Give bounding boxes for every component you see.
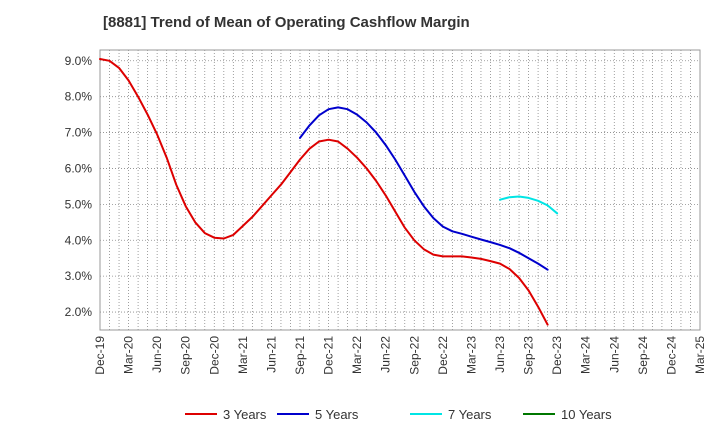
series-lines [99,58,559,326]
x-axis-ticks: Dec-19 Mar-20 Jun-20 Sep-20 Dec-20 Mar-21 Jun-… [93,336,707,375]
x-tick-label: Dec-22 [436,336,450,375]
legend-label: 5 Years [315,407,359,422]
x-tick-label: Dec-21 [322,336,336,375]
plot-frame [99,49,701,331]
chart-title: [8881] Trend of Mean of Operating Cashfl… [103,14,470,31]
x-tick-label: Mar-21 [236,336,250,374]
x-tick-label: Dec-19 [93,336,107,375]
y-tick-label: 2.0% [65,305,93,319]
legend-label: 7 Years [448,407,492,422]
x-tick-label: Mar-23 [464,336,478,374]
x-tick-label: Mar-22 [350,336,364,374]
y-tick-label: 7.0% [65,126,93,140]
legend-label: 10 Years [561,407,612,422]
y-axis-ticks: 2.0% 3.0% 4.0% 5.0% 6.0% 7.0% 8.0% 9.0% [65,54,93,319]
legend-label: 3 Years [223,407,267,422]
x-tick-label: Jun-22 [379,336,393,373]
series-line-5-years [299,106,549,271]
y-tick-label: 6.0% [65,161,93,175]
legend: 3 Years 5 Years 7 Years 10 Years [185,407,612,422]
series-line-3-years [99,58,549,326]
grid-lines [100,50,700,330]
x-tick-label: Mar-20 [122,336,136,374]
y-tick-label: 5.0% [65,197,93,211]
y-tick-label: 8.0% [65,90,93,104]
series-line-7-years [499,195,559,215]
x-tick-label: Sep-24 [636,336,650,375]
y-tick-label: 3.0% [65,269,93,283]
x-tick-label: Sep-23 [522,336,536,375]
x-tick-label: Dec-24 [664,336,678,375]
x-tick-label: Jun-24 [607,336,621,373]
y-tick-label: 9.0% [65,54,93,68]
x-tick-label: Sep-20 [179,336,193,375]
x-tick-label: Sep-22 [407,336,421,375]
x-tick-label: Jun-21 [264,336,278,373]
x-tick-label: Dec-23 [550,336,564,375]
y-tick-label: 4.0% [65,233,93,247]
x-tick-label: Sep-21 [293,336,307,375]
x-tick-label: Jun-20 [150,336,164,373]
x-tick-label: Mar-25 [693,336,707,374]
x-tick-label: Jun-23 [493,336,507,373]
x-tick-label: Mar-24 [579,336,593,374]
x-tick-label: Dec-20 [207,336,221,375]
